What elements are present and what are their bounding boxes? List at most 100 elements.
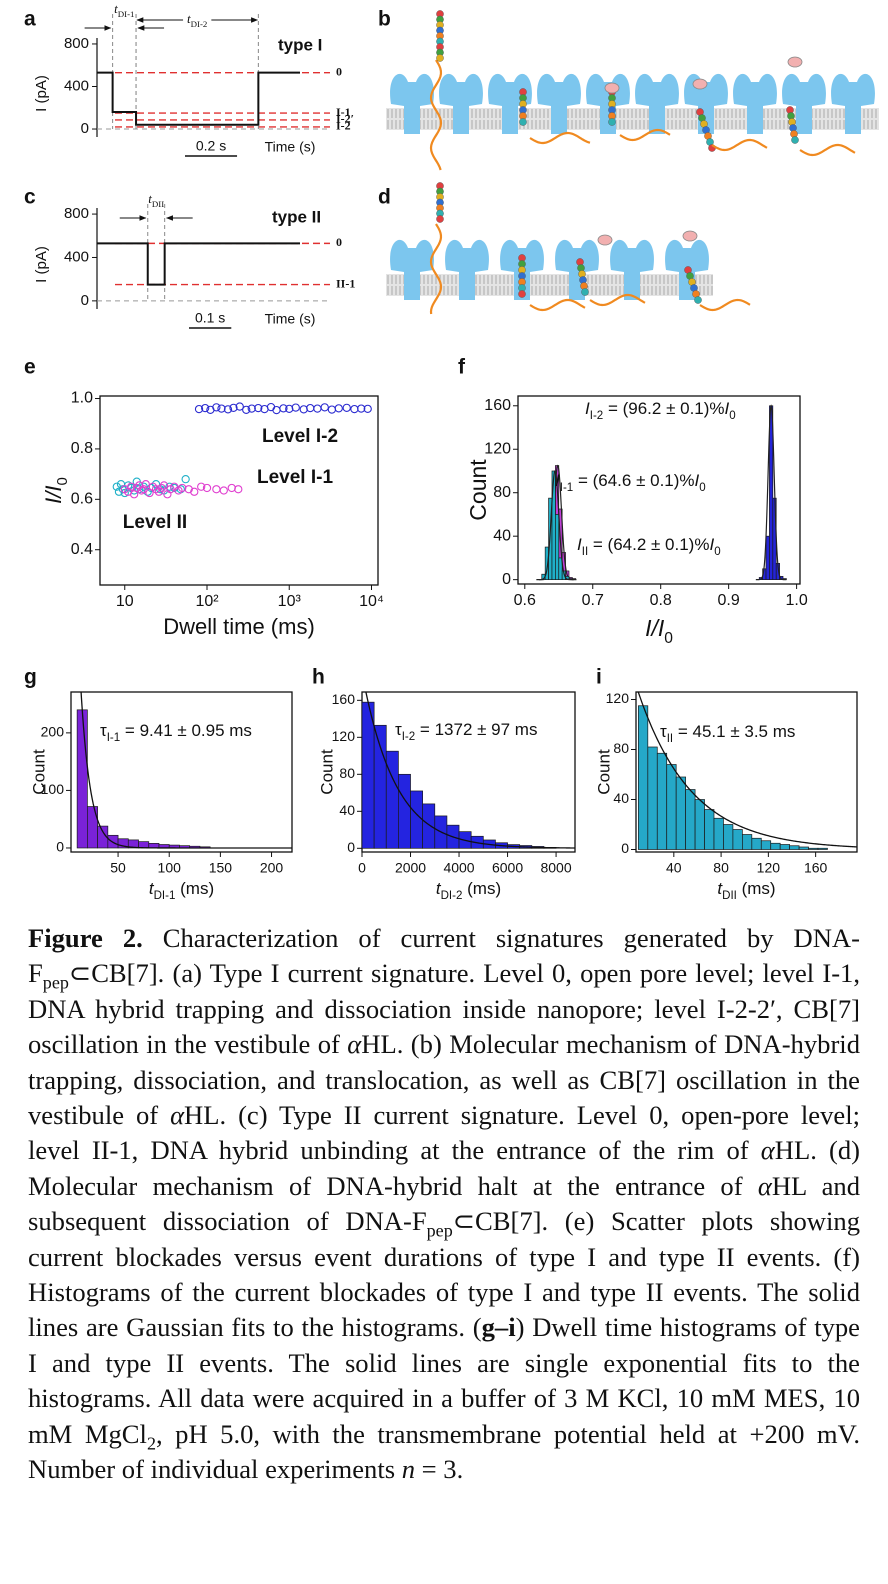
panel-letter: a — [24, 8, 36, 31]
histogram-bar — [789, 845, 800, 850]
histogram-bar — [732, 829, 743, 850]
text-part: DI-1 — [154, 890, 176, 902]
y-tick-label: 0.8 — [71, 440, 93, 457]
histogram-bar — [675, 776, 686, 850]
y-tick-label: 100 — [41, 781, 65, 797]
text-part: DI-2 — [441, 890, 463, 902]
caption-text: n — [401, 1454, 415, 1485]
y-tick-label: 800 — [64, 205, 89, 222]
pore — [610, 239, 654, 300]
bead — [519, 118, 527, 126]
scatter-point — [212, 485, 221, 494]
caption-text: pep — [426, 1220, 453, 1241]
level-label: I-2′ — [336, 112, 354, 126]
text-part: I/I — [645, 615, 665, 641]
scatter-point — [139, 485, 148, 494]
histogram-bar — [817, 847, 828, 850]
y-tick-label: 400 — [64, 248, 89, 265]
histogram-bar — [742, 834, 753, 850]
caption-text: = 3. — [415, 1454, 464, 1485]
x-tick-label: 0 — [358, 860, 366, 876]
fit-label: III = (64.2 ± 0.1)%I0 — [577, 535, 721, 558]
plot-area — [536, 404, 787, 581]
scatter-point — [299, 405, 308, 414]
text-part: I — [709, 535, 714, 554]
caption-text: α — [347, 1029, 362, 1060]
text-part: 0 — [54, 477, 71, 485]
histogram-bar — [385, 750, 399, 849]
caption-text: HL and subsequent dissociation of DNA-F — [28, 1170, 860, 1237]
text-part: t — [717, 879, 723, 898]
y-axis-label: I (pA) — [33, 246, 50, 283]
dna-strand — [589, 293, 646, 307]
histogram-bar — [713, 817, 724, 850]
x-tick-label: 10² — [195, 593, 219, 610]
dna-strand — [711, 138, 768, 152]
dna-strand — [429, 59, 443, 171]
gauss-fit — [536, 470, 574, 581]
level-label: I-2 — [336, 119, 351, 133]
cb7-ring — [604, 82, 620, 94]
caption-text: ⊂CB[7]. (e) Scatter plots showing curren… — [28, 1206, 860, 1343]
level-label: I-1 — [336, 105, 351, 119]
fit-label: τII = 45.1 ± 3.5 ms — [660, 722, 795, 745]
text-part: I/I — [41, 485, 66, 503]
caption-text: pep — [42, 972, 69, 993]
y-tick-label: 80 — [493, 484, 511, 501]
text-part: I-1 — [107, 732, 120, 744]
text-part: = 45.1 ± 3.5 ms — [673, 722, 795, 741]
x-tick-label: 0.9 — [718, 592, 740, 609]
histogram-bar — [362, 701, 375, 849]
y-axis-label: I/I0 — [41, 477, 72, 504]
scatter-point — [201, 403, 210, 413]
y-tick-label: 0 — [621, 840, 629, 856]
plot-frame — [517, 395, 801, 585]
scatter-point — [145, 488, 154, 498]
text-part: τ — [395, 720, 402, 739]
caption-text: α — [757, 1170, 772, 1201]
x-tick-label: 50 — [110, 860, 126, 876]
series-label: Level I-2 — [262, 426, 338, 447]
scatter-point — [181, 475, 190, 484]
scatter-point — [279, 404, 288, 413]
scatter-point — [229, 403, 238, 412]
plot-area — [362, 692, 575, 849]
panel-letter: g — [24, 666, 37, 689]
histogram-bar — [76, 709, 88, 849]
y-tick-label: 400 — [64, 77, 89, 94]
scatter-point — [320, 403, 329, 412]
plot-area — [76, 692, 292, 849]
scatter-point — [137, 486, 146, 495]
scatter-point — [184, 485, 193, 494]
histogram-bar — [555, 514, 560, 581]
plot-frame — [70, 691, 293, 853]
scatter-point — [254, 403, 263, 413]
y-tick-label: 800 — [64, 35, 89, 52]
histogram-bar — [765, 535, 770, 581]
cb7-ring — [787, 56, 803, 68]
caption-text: ) Dwell time histograms of type I and ty… — [28, 1312, 860, 1449]
scatter-point — [357, 404, 366, 413]
x-tick-label: 6000 — [492, 860, 523, 876]
panel-letter: h — [312, 666, 325, 689]
x-axis-label: Dwell time (ms) — [163, 614, 315, 639]
y-tick-label: 40 — [613, 790, 629, 806]
x-tick-label: 1.0 — [785, 592, 807, 609]
pore — [733, 73, 777, 134]
x-tick-label: 8000 — [540, 860, 571, 876]
histogram-bar — [760, 840, 772, 850]
text-part: DI-2 — [191, 19, 208, 29]
x-tick-label: 200 — [260, 860, 284, 876]
text-part: t — [187, 11, 191, 26]
y-tick-label: 160 — [484, 397, 511, 414]
text-part: 0 — [729, 410, 735, 422]
bead — [436, 54, 444, 62]
panel-letter: d — [378, 186, 391, 209]
scale-bar-label: 0.1 s — [195, 310, 225, 326]
x-axis-label: tDI-2 (ms) — [436, 879, 501, 902]
scatter-point — [217, 404, 226, 413]
pore — [390, 73, 434, 134]
plot-area — [112, 402, 372, 499]
histogram-bar — [704, 809, 715, 850]
